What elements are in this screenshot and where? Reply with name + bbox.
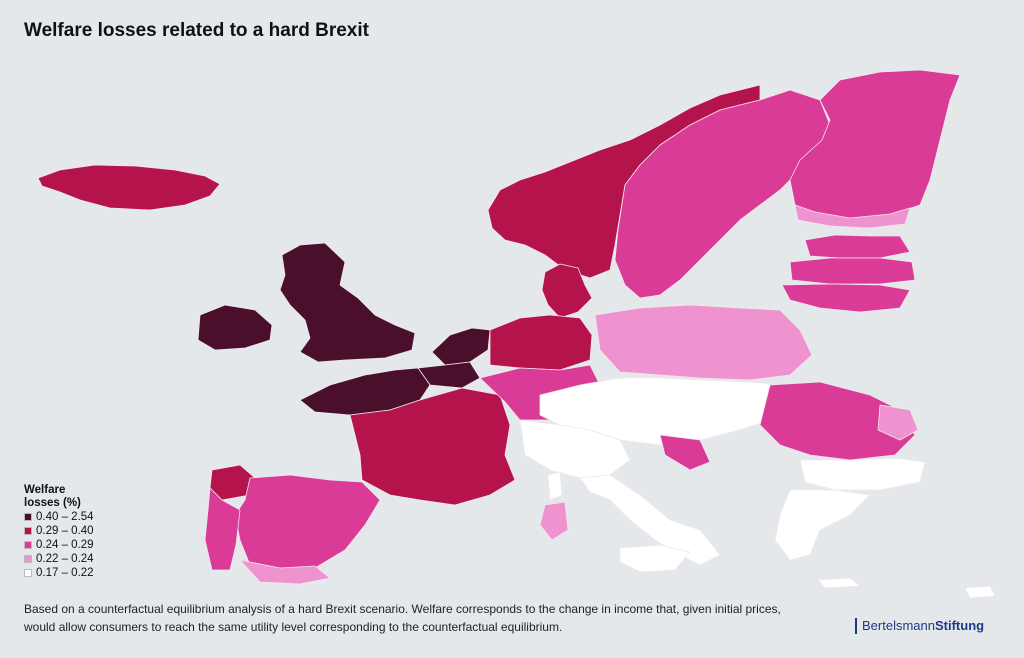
region-iceland [37,164,221,211]
map-title: Welfare losses related to a hard Brexit [24,20,369,41]
footnote-line: would allow consumers to reach the same … [24,620,563,634]
legend-label: 0.22 – 0.24 [36,553,94,565]
legend-swatch [24,513,32,521]
region-netherlands [431,327,491,366]
legend-item: 0.24 – 0.29 [24,538,94,552]
region-italy-south [579,474,721,566]
region-crete [817,577,861,589]
legend-label: 0.17 – 0.22 [36,567,94,579]
region-denmark [541,263,593,319]
region-estonia [804,234,911,259]
legend-title-line2: losses (%) [24,497,81,509]
legend-swatch [24,541,32,549]
region-romania-east [877,404,919,441]
region-ireland [197,304,273,351]
footnote-line: Based on a counterfactual equilibrium an… [24,602,781,616]
region-latvia [789,257,916,285]
brand-part2: Stiftung [934,618,985,633]
region-greece [774,489,871,561]
legend-item: 0.40 – 2.54 [24,510,94,524]
region-italy-north [519,419,631,479]
europe-choropleth-map [37,69,996,599]
region-sicily [619,544,691,573]
region-sweden [614,89,831,299]
region-sardinia [539,501,569,541]
region-cyprus [964,585,996,599]
bertelsmann-stiftung-logo: BertelsmannStiftung [855,618,984,634]
region-uk [279,242,416,363]
legend-item: 0.22 – 0.24 [24,552,94,566]
legend-item: 0.17 – 0.22 [24,566,94,580]
legend-swatch [24,555,32,563]
region-lithuania [781,283,911,313]
map-legend: Welfare losses (%) 0.40 – 2.54 0.29 – 0.… [24,484,94,580]
region-spain-south [239,559,331,585]
brand-part1: Bertelsmann [862,618,935,633]
legend-swatch [24,527,32,535]
legend-label: 0.29 – 0.40 [36,525,94,537]
legend-swatch [24,569,32,577]
region-croatia [659,434,711,471]
legend-title-line1: Welfare [24,484,66,496]
legend-label: 0.40 – 2.54 [36,511,94,523]
region-portugal [204,487,241,571]
region-poland [594,304,813,381]
legend-item: 0.29 – 0.40 [24,524,94,538]
region-spain [234,474,381,571]
region-france [349,387,516,506]
region-germany-north [489,314,593,371]
region-bulgaria [799,457,926,491]
region-corsica [547,471,563,501]
footnote: Based on a counterfactual equilibrium an… [24,600,804,636]
region-france-north [299,367,431,416]
legend-label: 0.24 – 0.29 [36,539,94,551]
region-finland-south [794,204,911,229]
region-romania [759,381,916,461]
